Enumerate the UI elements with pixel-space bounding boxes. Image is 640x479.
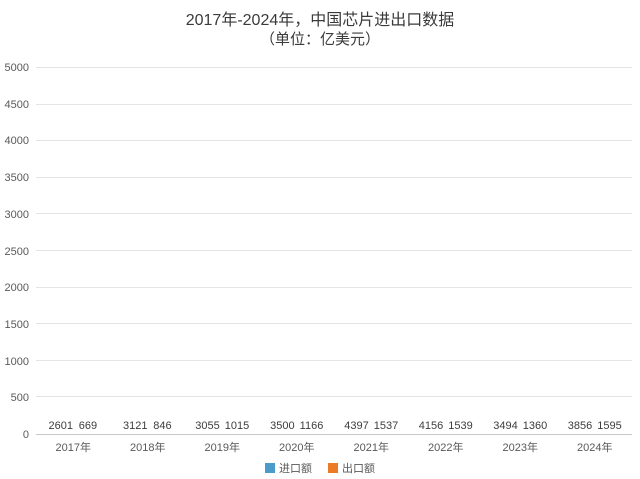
bar-value-label: 3500 bbox=[270, 420, 295, 432]
x-tick-label: 2024年 bbox=[577, 442, 613, 454]
bar-column: 1360 bbox=[523, 420, 547, 434]
bar-column: 1539 bbox=[448, 420, 472, 434]
gridline bbox=[36, 103, 632, 105]
bar-column: 3055 bbox=[195, 420, 219, 434]
y-tick-label: 3500 bbox=[4, 172, 29, 185]
legend-label: 出口额 bbox=[342, 463, 375, 475]
bar-column: 2601 bbox=[49, 420, 73, 434]
bar-column: 3500 bbox=[270, 420, 294, 434]
x-tick-label: 2023年 bbox=[502, 442, 538, 454]
bar-column: 1015 bbox=[225, 420, 249, 434]
bar-value-label: 846 bbox=[153, 420, 172, 432]
y-tick-label: 2500 bbox=[4, 245, 29, 258]
bar-value-label: 1537 bbox=[373, 420, 399, 432]
gridline bbox=[36, 140, 632, 142]
gridline bbox=[36, 286, 632, 288]
y-tick-label: 0 bbox=[22, 429, 29, 441]
bar-value-label: 1539 bbox=[448, 420, 473, 432]
bar-column: 669 bbox=[78, 420, 98, 434]
bar-value-label: 1360 bbox=[522, 420, 548, 432]
bar-column: 3856 bbox=[568, 420, 592, 434]
gridline bbox=[36, 396, 632, 398]
bar-value-label: 1015 bbox=[224, 420, 250, 432]
bar-value-label: 1595 bbox=[597, 420, 622, 432]
bar-column: 4397 bbox=[344, 420, 368, 434]
y-tick-label: 1500 bbox=[4, 318, 29, 331]
y-tick-label: 4000 bbox=[4, 135, 29, 148]
chart-title: 2017年-2024年，中国芯片进出口数据 bbox=[185, 12, 455, 29]
legend: 进口额 出口额 bbox=[0, 460, 640, 476]
y-tick-label: 2000 bbox=[4, 282, 29, 295]
bar-value-label: 3121 bbox=[123, 420, 148, 432]
bar-column: 1166 bbox=[300, 420, 324, 434]
gridline bbox=[36, 250, 632, 251]
bar-column: 846 bbox=[152, 420, 172, 434]
x-tick-label: 2020年 bbox=[279, 442, 315, 454]
gridline bbox=[36, 176, 632, 178]
y-tick-label: 4500 bbox=[4, 98, 29, 111]
y-tick-label: 1000 bbox=[4, 355, 29, 368]
x-tick-label: 2017年 bbox=[55, 442, 91, 454]
x-axis: 2017年 2018年 2019年 2020年 2021年 2022年 2023年 2024年 bbox=[36, 439, 632, 455]
bar-value-label: 4156 bbox=[418, 420, 444, 432]
bar-group: 3055 1015 bbox=[185, 68, 260, 434]
legend-item: 出口额 bbox=[328, 460, 375, 476]
y-axis: 0 500 1000 1500 2000 2500 3000 3500 4000 4500 5000 bbox=[0, 62, 32, 441]
gridline bbox=[36, 67, 632, 68]
y-tick-label: 500 bbox=[10, 392, 29, 405]
bar-group: 3494 1360 bbox=[483, 68, 558, 434]
bar-value-label: 669 bbox=[78, 420, 98, 432]
gridline bbox=[36, 213, 632, 215]
bar-column: 3121 bbox=[123, 420, 147, 434]
bar-group: 3121 846 bbox=[111, 68, 186, 434]
bar-value-label: 2601 bbox=[48, 420, 73, 432]
x-tick-label: 2018年 bbox=[130, 442, 166, 454]
legend-label: 进口额 bbox=[279, 463, 312, 475]
y-tick-label: 5000 bbox=[4, 62, 29, 74]
chart-subtitle: （单位：亿美元） bbox=[259, 31, 380, 48]
bar-group: 3500 1166 bbox=[260, 68, 335, 434]
bar-group: 4397 1537 bbox=[334, 68, 409, 434]
bar-value-label: 3856 bbox=[567, 420, 593, 432]
y-tick-label: 3000 bbox=[4, 208, 29, 221]
bar-groups: 2601 669 3121 846 3055 1015 3500 1166 4397 1537 41… bbox=[36, 68, 632, 434]
bar-group: 4156 1539 bbox=[409, 68, 484, 434]
bar-value-label: 3055 bbox=[195, 420, 220, 432]
plot-area: 2601 669 3121 846 3055 1015 3500 1166 4397 1537 41… bbox=[36, 67, 632, 435]
bar-value-label: 4397 bbox=[344, 420, 369, 432]
x-tick-label: 2021年 bbox=[353, 442, 389, 454]
legend-item: 进口额 bbox=[265, 460, 312, 476]
x-tick-label: 2019年 bbox=[204, 442, 240, 454]
legend-swatch bbox=[265, 463, 275, 473]
bar-column: 1595 bbox=[597, 420, 621, 434]
bar-value-label: 3494 bbox=[493, 420, 518, 432]
bar-group: 3856 1595 bbox=[558, 68, 633, 434]
bar-value-label: 1166 bbox=[299, 420, 324, 432]
bar-column: 3494 bbox=[493, 420, 517, 434]
bar-column: 1537 bbox=[374, 420, 398, 434]
gridline bbox=[36, 359, 632, 361]
legend-swatch bbox=[328, 463, 338, 473]
bar-group: 2601 669 bbox=[36, 68, 111, 434]
gridline bbox=[36, 323, 632, 325]
x-tick-label: 2022年 bbox=[428, 442, 464, 454]
bar-column: 4156 bbox=[419, 420, 443, 434]
